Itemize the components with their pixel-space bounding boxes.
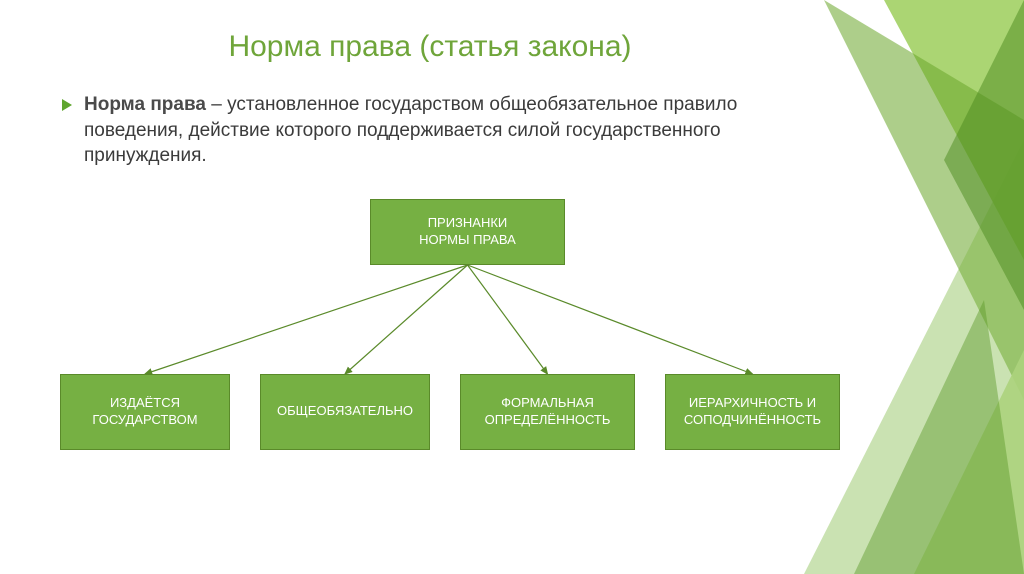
diagram-node-n3: ФОРМАЛЬНАЯ ОПРЕДЕЛЁННОСТЬ: [460, 374, 635, 450]
diagram-area: ПРИЗНАНКИ НОРМЫ ПРАВА ИЗДАЁТСЯ ГОСУДАРСТВ…: [60, 199, 800, 499]
bullet-icon: [60, 98, 74, 112]
page-title: Норма права (статья закона): [60, 30, 800, 64]
definition-text: Норма права – установленное государством…: [84, 92, 800, 169]
diagram-node-n2: ОБЩЕОБЯЗАТЕЛЬНО: [260, 374, 430, 450]
diagram-node-n4: ИЕРАРХИЧНОСТЬ И СОПОДЧИНЁННОСТЬ: [665, 374, 840, 450]
definition-row: Норма права – установленное государством…: [60, 92, 800, 169]
diagram-node-n1: ИЗДАЁТСЯ ГОСУДАРСТВОМ: [60, 374, 230, 450]
definition-term: Норма права: [84, 94, 206, 115]
diagram-node-root: ПРИЗНАНКИ НОРМЫ ПРАВА: [370, 199, 565, 265]
